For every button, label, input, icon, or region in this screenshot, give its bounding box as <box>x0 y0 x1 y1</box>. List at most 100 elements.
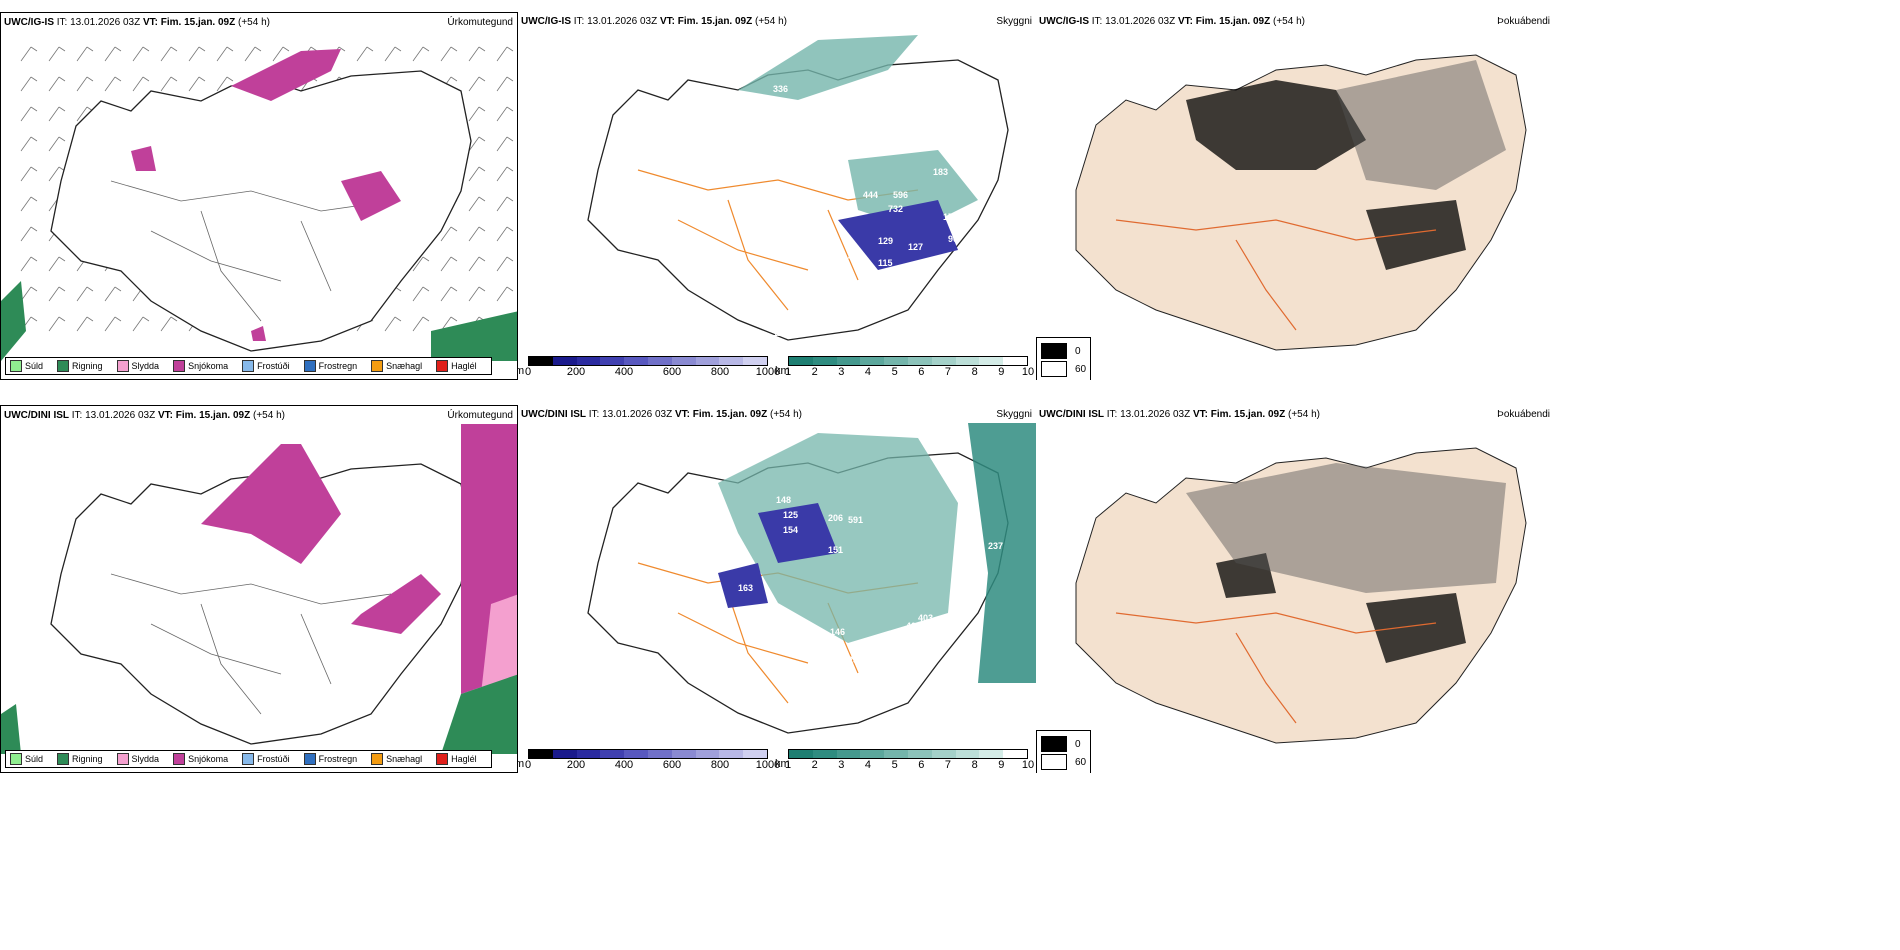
precip-legend: Súld Rigning Slydda Snjókoma Frostúði Frostre… <box>5 750 492 768</box>
scale-tick: 10 <box>1021 759 1035 771</box>
legend-item: Slydda <box>116 753 160 765</box>
ceiling-labels: 148 125 154 206 591 151 401 237 163 105 230 264 146 4… <box>738 495 1003 665</box>
scale-swatch <box>743 357 767 365</box>
scale-bar <box>528 749 768 759</box>
legend-label: Slydda <box>131 754 160 764</box>
panel-title: Úrkomutegund <box>447 410 513 421</box>
ceiling-label: 180 <box>938 130 953 140</box>
scale-tick: 2 <box>811 366 818 378</box>
fog-legend-label: 0 <box>1075 345 1081 357</box>
scale-bar <box>788 749 1028 759</box>
scale-swatch <box>624 750 648 758</box>
scale-tick: 8 <box>971 366 978 378</box>
scale-tick: 800 <box>710 366 730 378</box>
scale-tick: 1 <box>784 366 792 378</box>
scale-swatch <box>529 750 553 758</box>
scale-tick: 10 <box>1021 366 1035 378</box>
scale-swatch <box>600 750 625 758</box>
panel-title: Þokuábendi <box>1497 16 1550 27</box>
rain-area <box>1 674 517 754</box>
ceiling-label: 99 <box>808 216 818 226</box>
fog-legend-row: 60 <box>1041 361 1086 377</box>
ceiling-label: 494 <box>848 252 863 262</box>
ceiling-label: 230 <box>848 655 863 665</box>
scale-swatch <box>695 357 720 365</box>
scale-swatch <box>789 750 813 758</box>
legend-swatch <box>242 360 255 372</box>
scale-tick: 2 <box>811 759 818 771</box>
iceland-map <box>1 424 517 754</box>
ceiling-label: 115 <box>878 258 893 268</box>
scale-swatch <box>743 750 767 758</box>
iceland-map: 148 125 154 206 591 151 401 237 163 105 230 264 146 4… <box>587 423 1036 734</box>
scale-tick: 200 <box>566 366 586 378</box>
visibility-scale: km 1 2 3 4 5 6 7 8 9 10 <box>775 749 1034 771</box>
scale-swatch <box>647 750 672 758</box>
legend-swatch <box>242 753 255 765</box>
scale-tick: 5 <box>891 759 898 771</box>
legend-label: Snjókoma <box>188 754 229 764</box>
fog-moderate <box>1336 60 1506 190</box>
fog-legend-swatch <box>1041 361 1067 377</box>
scale-swatch <box>860 357 885 365</box>
scale-swatch <box>836 750 861 758</box>
ceiling-label: 86 <box>973 623 983 633</box>
panel-title: Úrkomutegund <box>447 17 513 28</box>
ceiling-label: 336 <box>773 84 788 94</box>
scale-unit: km <box>775 758 790 770</box>
scale-swatch <box>671 750 696 758</box>
panel-title: Skyggni <box>996 409 1032 420</box>
legend-label: Snæhagl <box>386 361 423 371</box>
scale-unit: m <box>518 365 525 377</box>
legend-label: Frostregn <box>318 754 358 764</box>
fog-legend-swatch <box>1041 343 1067 359</box>
legend-label: Snjókoma <box>188 361 229 371</box>
road-network <box>1115 219 1437 331</box>
fog-legend: 0 60 <box>1036 337 1092 380</box>
ceiling-label: 129 <box>878 236 893 246</box>
scale-tick: 800 <box>710 759 730 771</box>
ceiling-label: 146 <box>830 627 845 637</box>
legend-item: Haglél <box>436 360 477 372</box>
ceiling-label: 183 <box>933 167 948 177</box>
legend-item: Snæhagl <box>371 360 422 372</box>
legend-label: Haglél <box>451 754 477 764</box>
legend-label: Súld <box>25 361 44 371</box>
scale-unit: m <box>518 758 525 770</box>
legend-swatch <box>173 753 186 765</box>
legend-item: Súld <box>10 753 43 765</box>
scale-bar <box>788 356 1028 366</box>
ceiling-label: 148 <box>776 495 791 505</box>
ceiling-label: 206 <box>828 513 843 523</box>
scale-swatch <box>600 357 625 365</box>
fog-moderate <box>1186 463 1506 593</box>
scale-unit: km <box>775 365 790 377</box>
legend-swatch <box>436 753 449 765</box>
ceiling-label: 125 <box>783 510 798 520</box>
panel-header: UWC/IG-IS IT: 13.01.2026 03Z VT: Fim. 15… <box>521 16 787 27</box>
scale-tick: 9 <box>998 759 1005 771</box>
scale-tick: 5 <box>891 366 898 378</box>
precip-panel-row1: UWC/IG-IS IT: 13.01.2026 03Z VT: Fim. 15… <box>0 12 518 380</box>
low-ceiling-area <box>718 503 838 608</box>
scale-swatch <box>836 357 861 365</box>
scale-swatch <box>552 750 577 758</box>
ceiling-label: 139 <box>903 144 918 154</box>
panel-header: UWC/IG-IS IT: 13.01.2026 03Z VT: Fim. 15… <box>4 17 270 28</box>
ceiling-label: 403 <box>918 613 933 623</box>
scale-swatch <box>647 357 672 365</box>
legend-item: Rigning <box>57 360 103 372</box>
legend-item: Snæhagl <box>371 753 422 765</box>
fog-legend-row: 0 <box>1041 736 1086 752</box>
road-network <box>1115 612 1437 724</box>
panel-title: Þokuábendi <box>1497 409 1550 420</box>
legend-swatch <box>371 753 384 765</box>
ceiling-label: 732 <box>888 204 903 214</box>
scale-swatch <box>719 750 744 758</box>
fog-dense <box>1216 553 1466 663</box>
iceland-land <box>1075 447 1527 744</box>
legend-item: Rigning <box>57 753 103 765</box>
legend-item: Frostúði <box>242 360 290 372</box>
scale-swatch <box>955 750 980 758</box>
scale-tick: 4 <box>864 759 872 771</box>
